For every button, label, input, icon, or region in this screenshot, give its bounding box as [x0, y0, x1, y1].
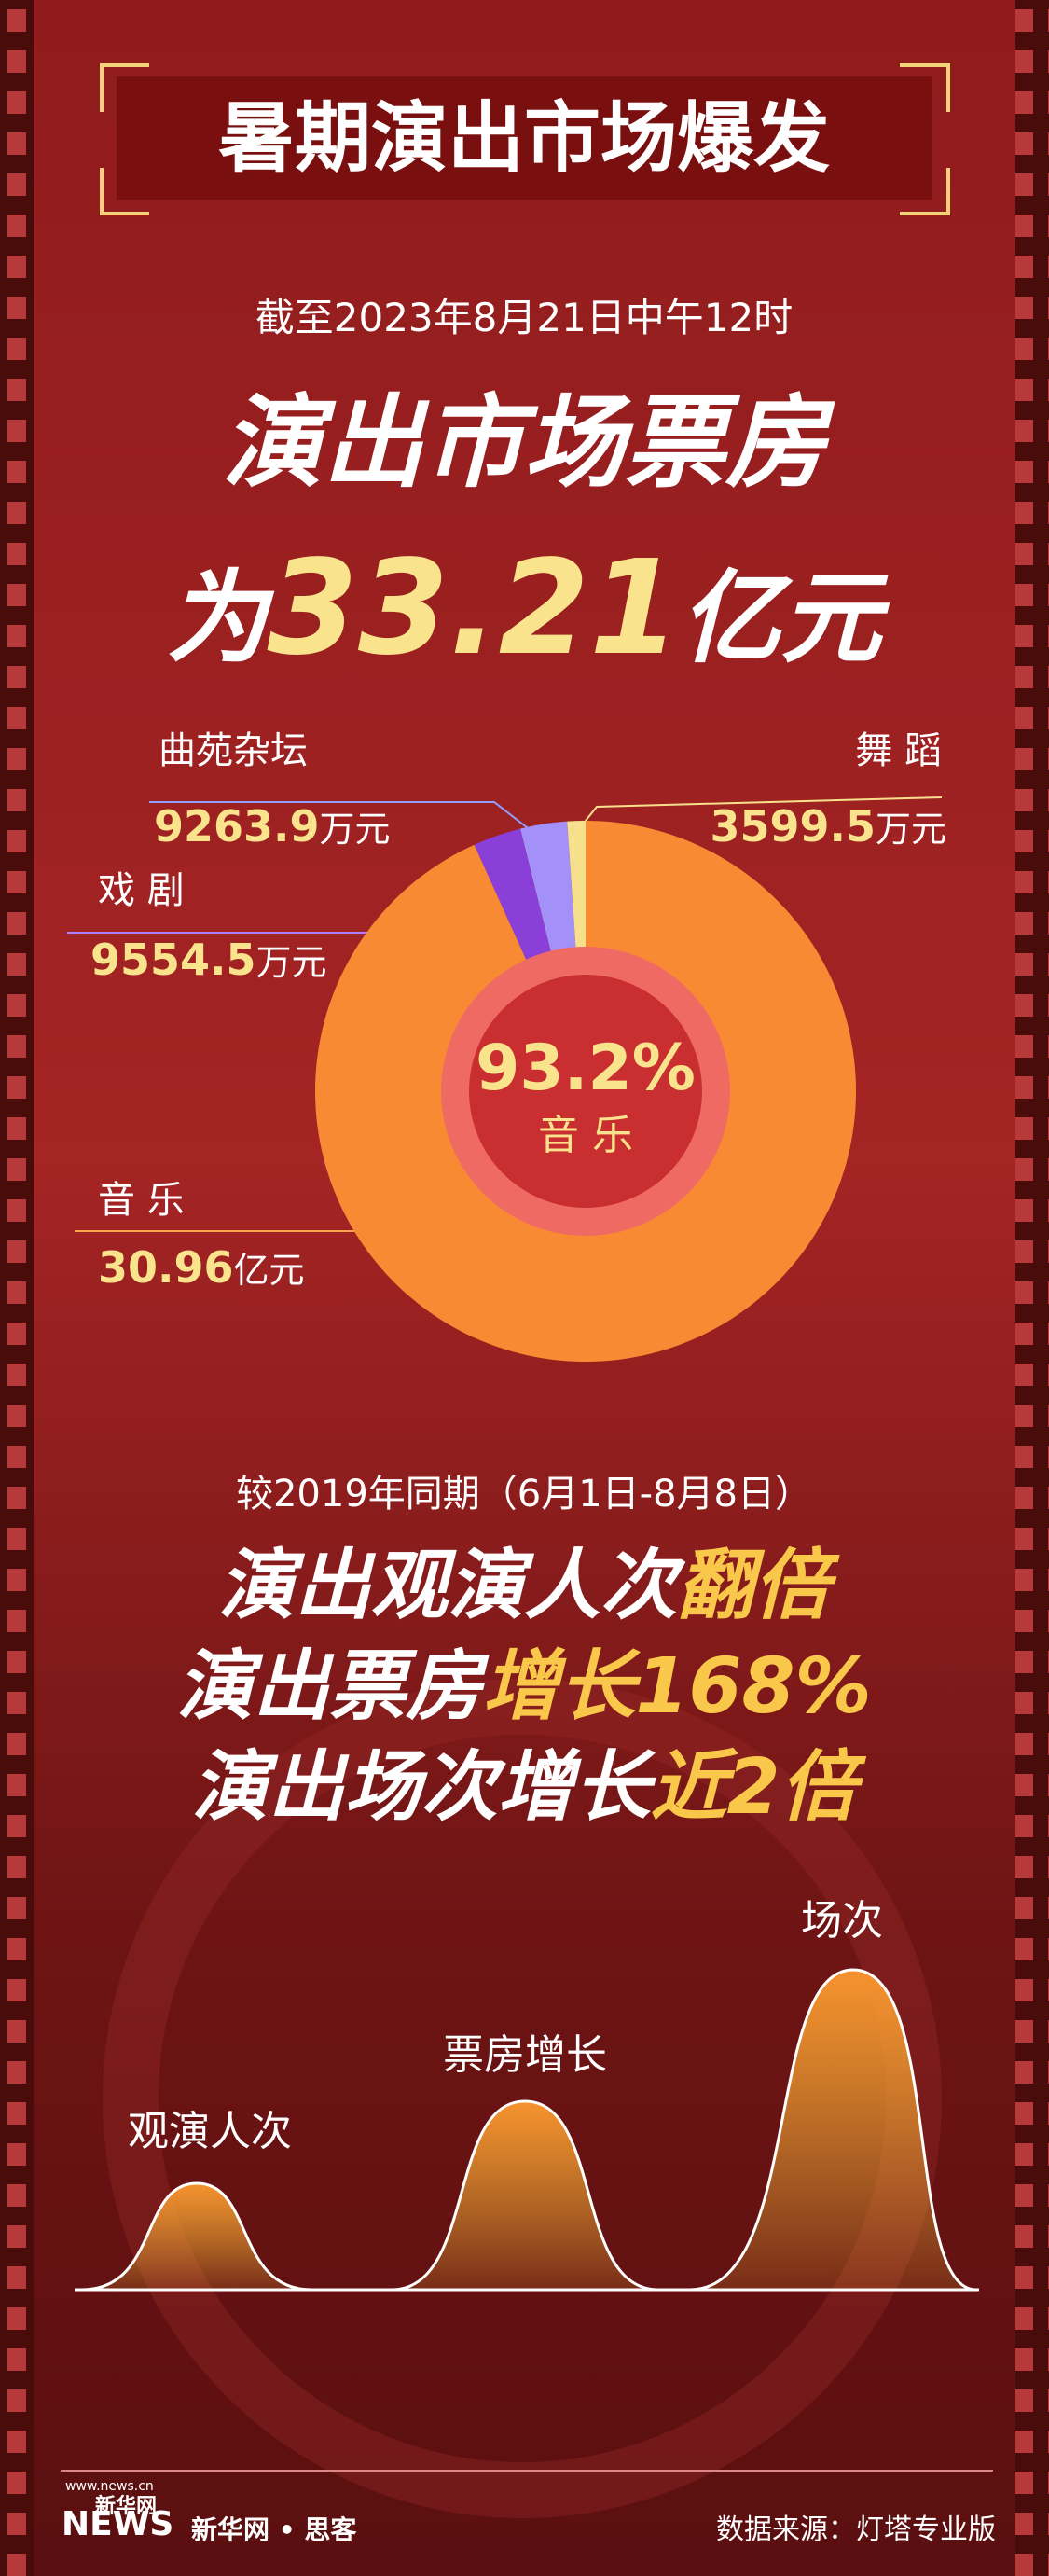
- curve-label: 票房增长: [443, 2031, 607, 2079]
- logo-en: NEWS: [62, 2505, 173, 2543]
- headline: 演出市场票房: [222, 385, 835, 502]
- curve-label: 场次: [801, 1897, 883, 1945]
- source: 数据来源：灯塔专业版: [716, 2514, 996, 2546]
- curve: [391, 2099, 659, 2292]
- total-value: 33.21: [268, 533, 681, 685]
- value: 3599.5: [710, 801, 876, 852]
- title: 暑期演出市场爆发: [218, 94, 830, 183]
- value-label: 30.96亿元: [98, 1242, 305, 1293]
- logo-cn: 新华网: [95, 2494, 157, 2518]
- value: 9263.9: [154, 801, 320, 852]
- unit: 亿元: [234, 1250, 305, 1291]
- text: 演出票房: [176, 1642, 490, 1731]
- title-frame: [100, 63, 950, 215]
- highlight: 增长168%: [482, 1642, 871, 1731]
- text: 演出观演人次: [218, 1542, 686, 1630]
- unit: 万元: [876, 809, 946, 850]
- value-label: 3599.5万元: [710, 801, 946, 852]
- slice: [520, 821, 576, 956]
- unit: 亿元: [680, 561, 890, 677]
- curves: 观演人次 票房增长 场次: [75, 1897, 979, 2292]
- category-label: 音 乐: [98, 1179, 185, 1222]
- center-value: 93.2%: [476, 1032, 696, 1105]
- prefix: 为: [167, 561, 275, 677]
- slice: [474, 828, 552, 964]
- value-label: 9263.9万元: [154, 801, 391, 852]
- donut: [315, 821, 857, 1362]
- comparison-intro: 较2019年同期（6月1日-8月8日）: [236, 1473, 812, 1516]
- comparison-line: 演出票房增长168%: [176, 1642, 871, 1731]
- highlight: 翻倍: [677, 1542, 840, 1630]
- slice: [315, 821, 857, 1362]
- unit: 万元: [320, 809, 391, 850]
- category-label: 曲苑杂坛: [159, 729, 308, 772]
- comparison-line: 演出场次增长近2倍: [191, 1743, 866, 1832]
- category-label: 戏 剧: [98, 869, 185, 912]
- comparison-line: 演出观演人次翻倍: [218, 1542, 840, 1630]
- value: 30.96: [98, 1242, 234, 1293]
- headline-2: 为33.21亿元: [167, 533, 890, 685]
- curve-label: 观演人次: [128, 2108, 292, 2155]
- film-strip: [1015, 0, 1049, 2576]
- film-strip: [0, 0, 34, 2576]
- curve: [689, 1968, 977, 2292]
- title-box: [117, 76, 932, 200]
- date: 截至2023年8月21日中午12时: [255, 295, 794, 340]
- center-label: 音 乐: [538, 1112, 633, 1159]
- value: 9554.5: [90, 935, 256, 985]
- brand: 新华网 • 思客: [191, 2514, 357, 2545]
- highlight: 近2倍: [650, 1743, 866, 1832]
- value-label: 9554.5万元: [90, 935, 327, 985]
- curve: [81, 2181, 312, 2292]
- unit: 万元: [256, 942, 327, 983]
- category-label: 舞 蹈: [855, 729, 942, 772]
- site: www.news.cn: [65, 2479, 154, 2494]
- slice: [567, 821, 586, 952]
- text: 演出场次增长: [191, 1743, 656, 1832]
- donut-core: [469, 975, 702, 1208]
